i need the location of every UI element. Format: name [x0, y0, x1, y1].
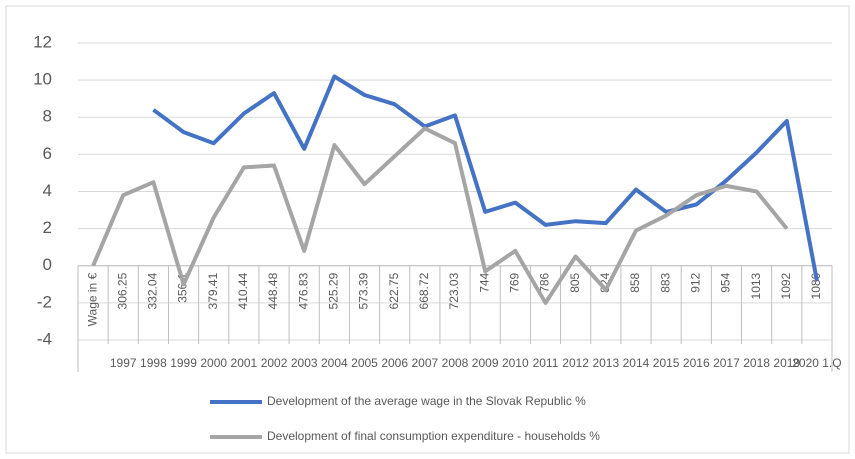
x-group-label: 1998 — [140, 356, 167, 370]
x-group-label: 2006 — [381, 356, 408, 370]
x-tick-label: 668.72 — [417, 272, 431, 309]
legend-label: Development of the average wage in the S… — [267, 394, 586, 408]
x-group-label: 2020 1.Q — [792, 356, 841, 370]
y-tick-label: 12 — [33, 32, 52, 51]
x-tick-label: 883 — [658, 272, 672, 292]
x-tick-label: 448.48 — [266, 272, 280, 309]
y-tick-label: 8 — [43, 107, 52, 126]
x-group-label: 2014 — [623, 356, 650, 370]
y-tick-label: -4 — [37, 329, 52, 348]
x-group-label: 2017 — [713, 356, 740, 370]
x-group-label: 2019 — [773, 356, 800, 370]
x-group-label: 2009 — [472, 356, 499, 370]
legend-label: Development of final consumption expendi… — [267, 429, 600, 443]
x-tick-label: 723.03 — [447, 272, 461, 309]
x-group-label: 2012 — [562, 356, 589, 370]
x-group-label: 1997 — [110, 356, 137, 370]
x-group-label: 2007 — [411, 356, 438, 370]
series-line — [91, 126, 789, 305]
y-tick-label: 0 — [43, 255, 52, 274]
x-tick-label: 573.39 — [357, 272, 371, 309]
series-line — [152, 74, 819, 281]
x-tick-label: 332.04 — [146, 272, 160, 309]
x-group-label: 1999 — [170, 356, 197, 370]
chart-frame — [5, 5, 850, 454]
x-group-label: 2011 — [533, 356, 559, 370]
x-tick-label: 912 — [688, 272, 702, 292]
x-tick-label: 1013 — [749, 272, 763, 299]
x-group-label: 2005 — [351, 356, 378, 370]
x-group-label: 2002 — [261, 356, 288, 370]
x-group-label: 2001 — [231, 356, 258, 370]
x-tick-label: 858 — [628, 272, 642, 292]
x-tick-label: 410.44 — [236, 272, 250, 309]
x-tick-label: 744 — [477, 272, 491, 292]
x-tick-label: 622.75 — [387, 272, 401, 309]
x-tick-label: 525.29 — [327, 272, 341, 309]
x-group-label: 2016 — [683, 356, 710, 370]
x-group-label: 2013 — [592, 356, 619, 370]
x-tick-label: Wage in € — [85, 272, 99, 326]
x-tick-label: 805 — [568, 272, 582, 292]
y-tick-label: -2 — [37, 292, 52, 311]
x-tick-label: 954 — [719, 272, 733, 292]
x-tick-label: 306.25 — [115, 272, 129, 309]
y-tick-label: 6 — [43, 144, 52, 163]
x-tick-label: 379.41 — [206, 272, 220, 309]
y-tick-label: 10 — [33, 70, 52, 89]
x-group-label: 2018 — [743, 356, 770, 370]
x-group-label: 2015 — [653, 356, 680, 370]
x-tick-label: 769 — [507, 272, 521, 292]
x-tick-label: 1086 — [809, 272, 823, 299]
x-group-label: 2003 — [291, 356, 318, 370]
x-tick-label: 476.83 — [296, 272, 310, 309]
x-group-label: 2010 — [502, 356, 529, 370]
x-group-label: 2000 — [200, 356, 227, 370]
x-group-label: 2008 — [442, 356, 469, 370]
x-group-label: 2004 — [321, 356, 348, 370]
x-tick-label: 1092 — [779, 272, 793, 299]
y-tick-label: 4 — [43, 181, 52, 200]
x-tick-label: 786 — [538, 272, 552, 292]
y-tick-label: 2 — [43, 218, 52, 237]
